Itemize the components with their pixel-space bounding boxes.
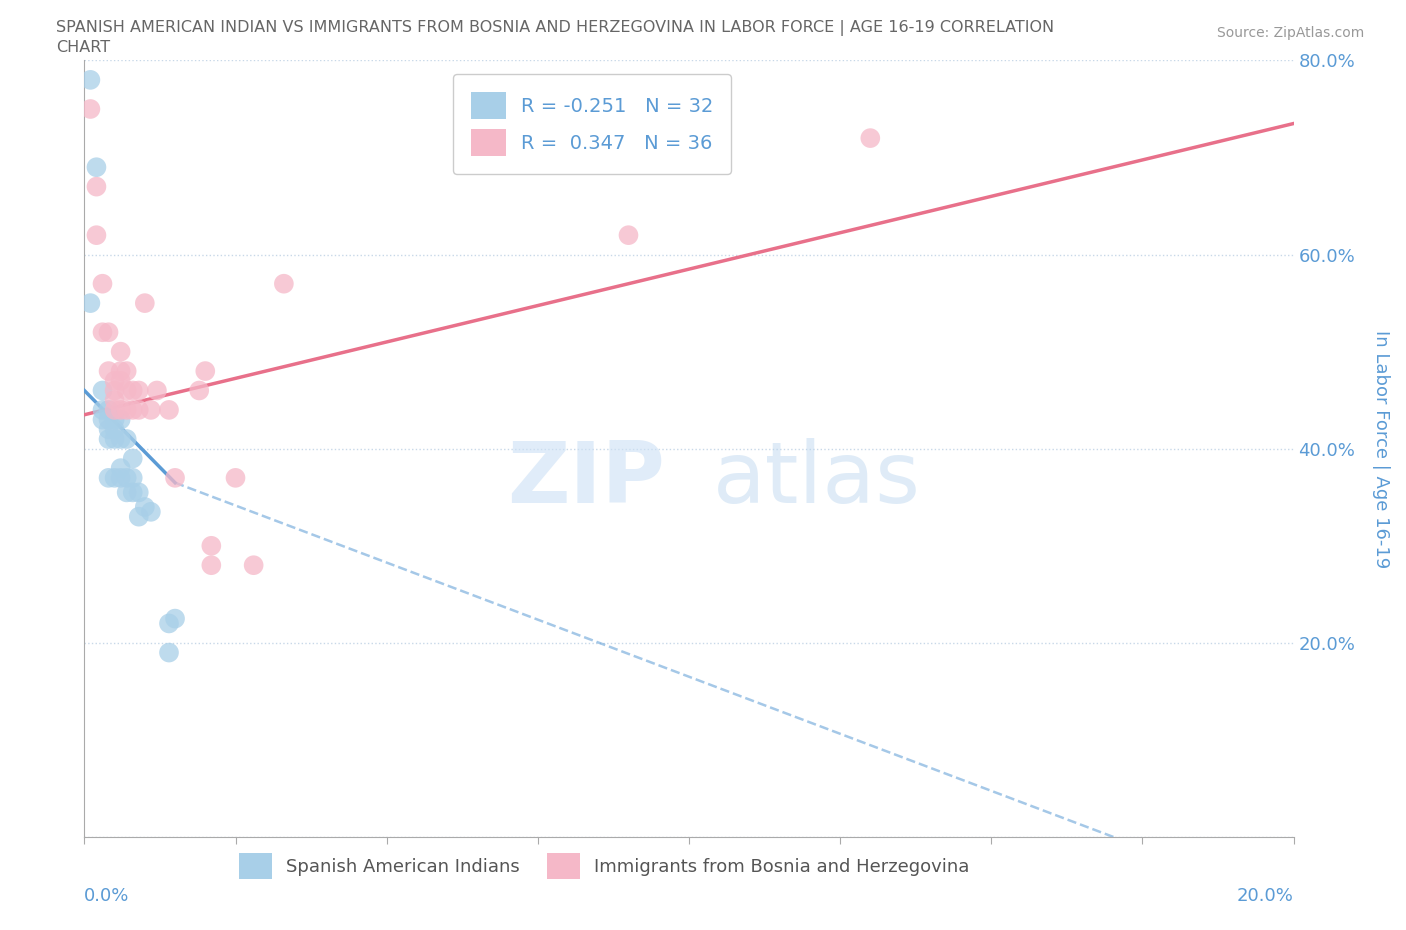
Point — [128, 383, 150, 398]
Point — [115, 471, 138, 485]
Point — [104, 412, 127, 427]
Point — [273, 276, 295, 291]
Point — [97, 412, 120, 427]
Point — [110, 364, 132, 379]
Point — [128, 485, 150, 499]
Point — [242, 558, 264, 573]
Point — [115, 383, 138, 398]
Point — [128, 510, 150, 525]
Point — [115, 432, 138, 446]
Text: ZIP: ZIP — [508, 438, 665, 522]
Point — [165, 611, 187, 626]
Point — [115, 485, 138, 499]
Point — [121, 471, 143, 485]
Point — [86, 160, 108, 175]
Y-axis label: In Labor Force | Age 16-19: In Labor Force | Age 16-19 — [1372, 329, 1391, 568]
Point — [194, 364, 217, 379]
Point — [200, 538, 222, 553]
Point — [121, 403, 143, 418]
Point — [86, 228, 108, 243]
Point — [97, 471, 120, 485]
Point — [110, 403, 132, 418]
Point — [104, 373, 127, 388]
Point — [110, 432, 132, 446]
Point — [139, 403, 162, 418]
Point — [157, 616, 180, 631]
Point — [79, 296, 101, 311]
Point — [110, 373, 132, 388]
Point — [97, 325, 120, 339]
Point — [188, 383, 211, 398]
Point — [91, 383, 114, 398]
Text: 20.0%: 20.0% — [1237, 887, 1294, 906]
Point — [86, 179, 108, 194]
Text: Source: ZipAtlas.com: Source: ZipAtlas.com — [1216, 26, 1364, 40]
Point — [200, 558, 222, 573]
Point — [617, 228, 640, 243]
Point — [97, 403, 120, 418]
Text: atlas: atlas — [713, 438, 921, 522]
Point — [128, 403, 150, 418]
Point — [104, 383, 127, 398]
Point — [157, 403, 180, 418]
Point — [97, 432, 120, 446]
Point — [104, 471, 127, 485]
Text: SPANISH AMERICAN INDIAN VS IMMIGRANTS FROM BOSNIA AND HERZEGOVINA IN LABOR FORCE: SPANISH AMERICAN INDIAN VS IMMIGRANTS FR… — [56, 20, 1054, 36]
Point — [91, 403, 114, 418]
Point — [165, 471, 187, 485]
Text: 0.0%: 0.0% — [84, 887, 129, 906]
Point — [121, 485, 143, 499]
Point — [115, 403, 138, 418]
Point — [859, 131, 882, 146]
Point — [91, 325, 114, 339]
Point — [110, 460, 132, 475]
Point — [146, 383, 169, 398]
Point — [110, 412, 132, 427]
Point — [110, 344, 132, 359]
Point — [225, 471, 247, 485]
Legend: Spanish American Indians, Immigrants from Bosnia and Herzegovina: Spanish American Indians, Immigrants fro… — [232, 846, 977, 886]
Point — [79, 101, 101, 116]
Point — [91, 412, 114, 427]
Point — [79, 73, 101, 87]
Point — [97, 364, 120, 379]
Point — [104, 392, 127, 407]
Point — [104, 403, 127, 418]
Point — [104, 422, 127, 437]
Point — [134, 296, 156, 311]
Point — [91, 276, 114, 291]
Point — [104, 432, 127, 446]
Point — [139, 504, 162, 519]
Point — [121, 451, 143, 466]
Point — [110, 471, 132, 485]
Point — [134, 499, 156, 514]
Point — [115, 364, 138, 379]
Point — [97, 422, 120, 437]
Point — [157, 645, 180, 660]
Point — [121, 383, 143, 398]
Text: CHART: CHART — [56, 40, 110, 55]
